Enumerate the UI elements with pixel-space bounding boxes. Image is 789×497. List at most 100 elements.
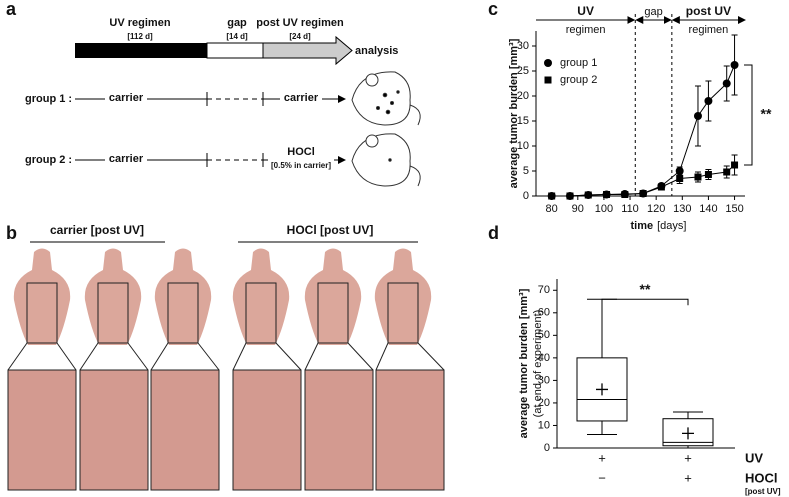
crop-frame — [317, 282, 349, 344]
mean — [596, 383, 608, 396]
mouse-photo — [13, 248, 71, 345]
x-tick-label: 110 — [621, 203, 639, 215]
skin-crop — [150, 369, 220, 491]
y-tick-label: 10 — [538, 419, 550, 431]
condition-label: UV — [745, 450, 763, 465]
duration: [24 d] — [289, 32, 311, 41]
group-row: group 2 : carrier HOCl [0.5% in carrier] — [25, 146, 346, 173]
zoom-line — [79, 342, 99, 371]
legend-marker — [544, 76, 552, 84]
mouse-photo — [154, 248, 212, 345]
x-axis-label: time — [630, 220, 653, 232]
uv-bar — [75, 43, 207, 58]
phase-label: regimen — [689, 24, 729, 36]
zoom-line — [417, 342, 445, 371]
point — [693, 112, 702, 120]
treatment: carrier — [109, 153, 144, 165]
point — [694, 173, 702, 181]
box — [662, 418, 714, 447]
skin-crop — [375, 369, 445, 491]
panel-b: b carrier [post UV] HOCl [post UV] — [6, 223, 445, 491]
phase-label: UV — [577, 4, 594, 18]
group-name: group 2 : — [25, 154, 72, 166]
y-tick-label: 25 — [517, 65, 529, 77]
significance: ** — [761, 106, 772, 122]
point — [584, 191, 592, 199]
y-tick-label: 40 — [538, 352, 550, 364]
chart-c: 0 5 10 15 20 25 30 80 90 100 110 120 130 140 150 averag… — [508, 4, 772, 232]
condition-value: + — [684, 450, 692, 465]
y-tick-label: 0 — [544, 442, 550, 454]
post-bar — [262, 35, 353, 66]
phase: UV regimen — [109, 17, 170, 29]
chart-d: 0 10 20 30 40 50 60 70 average tumor burden [mm³… — [518, 279, 781, 496]
crop-frame — [97, 282, 129, 344]
y-axis-label: average tumor burden [mm³] — [518, 288, 530, 438]
y-tick-label: 20 — [517, 90, 529, 102]
zoom-line — [7, 342, 28, 371]
point — [603, 191, 611, 198]
mean — [682, 427, 694, 440]
y-tick-label: 20 — [538, 397, 550, 409]
condition-value: + — [684, 470, 692, 485]
skin-crop — [7, 369, 77, 491]
y-tick-label: 60 — [538, 307, 550, 319]
condition-sublabel: [post UV] — [745, 487, 781, 496]
skin-crop — [232, 369, 302, 491]
y-tick-label: 10 — [517, 140, 529, 152]
zoom-line — [304, 342, 319, 371]
point — [639, 190, 647, 197]
point — [704, 171, 712, 178]
point — [704, 97, 713, 105]
mouse-photo — [232, 248, 290, 345]
panel-label: b — [6, 223, 17, 243]
mouse-photo — [304, 248, 362, 345]
zoom-line — [127, 342, 149, 371]
y-axis-label-2: (at end of experiment) — [532, 310, 544, 418]
x-tick-label: 130 — [673, 203, 691, 215]
gap-bar — [206, 42, 264, 59]
zoom-line — [375, 342, 389, 371]
point — [723, 168, 731, 176]
zoom-line — [56, 342, 77, 371]
mouse-photo — [374, 248, 432, 345]
phase: gap — [227, 17, 247, 29]
y-axis-label: average tumor burden [mm³] — [508, 38, 520, 188]
duration: [112 d] — [127, 32, 153, 41]
point — [548, 192, 556, 200]
x-tick-label: 150 — [725, 203, 743, 215]
y-tick-label: 30 — [538, 374, 550, 386]
group-row: group 1 : carrier carrier — [25, 92, 346, 106]
zoom-line — [232, 342, 247, 371]
phase: post UV regimen — [256, 17, 344, 29]
treatment: HOCl — [287, 146, 315, 158]
point — [657, 183, 665, 191]
duration: [14 d] — [226, 32, 248, 41]
y-tick-label: 5 — [523, 165, 529, 177]
panel-a: a UV regimen [112 d] gap [14 d] post UV … — [6, 0, 421, 187]
treatment: carrier — [284, 92, 319, 104]
x-tick-label: 120 — [647, 203, 665, 215]
skin-crop — [304, 369, 374, 491]
zoom-line — [347, 342, 374, 371]
zoom-line — [275, 342, 302, 371]
crop-frame — [26, 282, 58, 344]
condition-label: HOCl — [745, 470, 778, 485]
point — [566, 192, 574, 200]
y-tick-label: 0 — [523, 190, 529, 202]
x-tick-label: 140 — [699, 203, 717, 215]
mouse-icon — [351, 71, 421, 187]
group-heading: carrier [post UV] — [50, 223, 144, 237]
x-axis-unit: [days] — [657, 220, 686, 232]
point — [731, 161, 739, 169]
point — [722, 79, 731, 88]
significance-bracket — [744, 64, 753, 166]
treatment: carrier — [109, 92, 144, 104]
x-tick-label: 100 — [595, 203, 613, 215]
panel-label: d — [488, 223, 499, 243]
crop-frame — [167, 282, 199, 344]
panel-label: a — [6, 0, 17, 19]
group-heading: HOCl [post UV] — [287, 223, 374, 237]
x-tick-label: 90 — [572, 203, 584, 215]
y-tick-label: 30 — [517, 40, 529, 52]
